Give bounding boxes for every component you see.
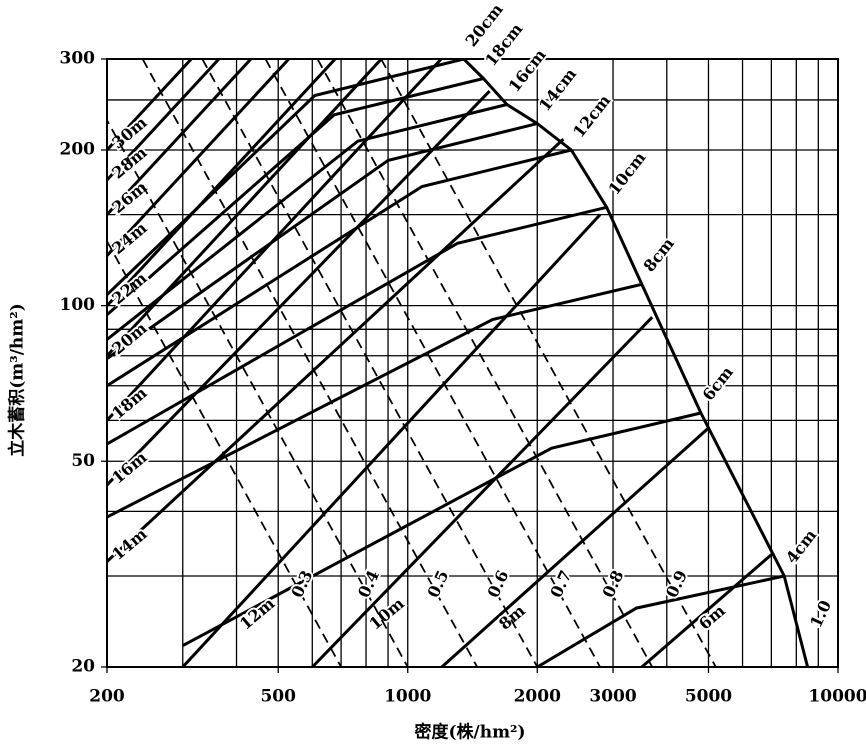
diameter-line xyxy=(107,59,465,296)
series-label: 1.0 xyxy=(806,597,835,630)
diameter-line xyxy=(107,122,538,360)
diameter-line xyxy=(182,411,702,647)
height-line xyxy=(107,59,221,182)
series-label: 0.4 xyxy=(354,567,383,600)
x-tick-label: 2000 xyxy=(514,687,561,707)
height-line xyxy=(440,426,710,667)
diameter-line xyxy=(107,205,608,446)
x-tick-label: 3000 xyxy=(589,687,636,707)
density-line xyxy=(201,59,539,667)
diameter-line xyxy=(107,77,484,316)
series-label: 14m xyxy=(108,524,150,564)
x-tick-label: 10000 xyxy=(808,687,866,707)
height-line xyxy=(107,59,337,307)
series-label: 0.8 xyxy=(598,567,627,600)
series-label: 20m xyxy=(108,318,150,358)
height-line xyxy=(107,137,565,563)
density-line xyxy=(107,239,342,667)
height-line xyxy=(107,59,193,152)
series-label: 6cm xyxy=(699,363,737,405)
height-line xyxy=(107,59,443,422)
height-line xyxy=(640,553,773,667)
series-label: 0.7 xyxy=(546,567,575,600)
series-label: 0.6 xyxy=(483,567,512,600)
series-label: 12m xyxy=(236,594,278,634)
density-line xyxy=(107,118,409,667)
density-line xyxy=(380,59,717,667)
height-line xyxy=(107,59,290,257)
series-label: 6m xyxy=(695,601,729,634)
series-label: 16cm xyxy=(505,45,550,95)
series-label: 12cm xyxy=(569,91,614,141)
series-label: 18m xyxy=(108,383,150,423)
series-label: 8m xyxy=(495,601,529,634)
density-line xyxy=(141,59,478,667)
series-label: 16m xyxy=(108,448,150,488)
series-label: 4cm xyxy=(782,526,820,568)
series-label: 10cm xyxy=(604,148,649,198)
height-line xyxy=(107,59,383,357)
y-axis-label: 立木蓄积(m³/hm²) xyxy=(7,303,28,457)
y-tick-label: 20 xyxy=(71,657,95,677)
series-label: 0.5 xyxy=(423,567,452,600)
density-line xyxy=(316,59,653,667)
x-tick-label: 200 xyxy=(89,687,125,707)
x-tick-label: 500 xyxy=(260,687,296,707)
x-tick-label: 5000 xyxy=(685,687,732,707)
height-line xyxy=(181,213,602,667)
series-label: 26m xyxy=(108,177,150,217)
y-tick-label: 200 xyxy=(60,140,96,160)
y-tick-label: 100 xyxy=(60,295,96,315)
x-axis-label: 密度(株/hm²) xyxy=(414,722,525,743)
height-line xyxy=(311,316,654,667)
diameter-line xyxy=(107,282,643,519)
series-label: 8cm xyxy=(640,234,678,276)
series-label: 14cm xyxy=(535,65,580,115)
density-line xyxy=(264,59,601,667)
diameter-line xyxy=(107,148,572,387)
y-tick-label: 300 xyxy=(60,49,96,69)
series-label: 24m xyxy=(108,218,150,258)
y-tick-label: 50 xyxy=(71,451,95,471)
height-line xyxy=(107,90,491,486)
x-tick-label: 1000 xyxy=(384,687,431,707)
density-line xyxy=(462,59,810,667)
height-line xyxy=(107,59,253,216)
